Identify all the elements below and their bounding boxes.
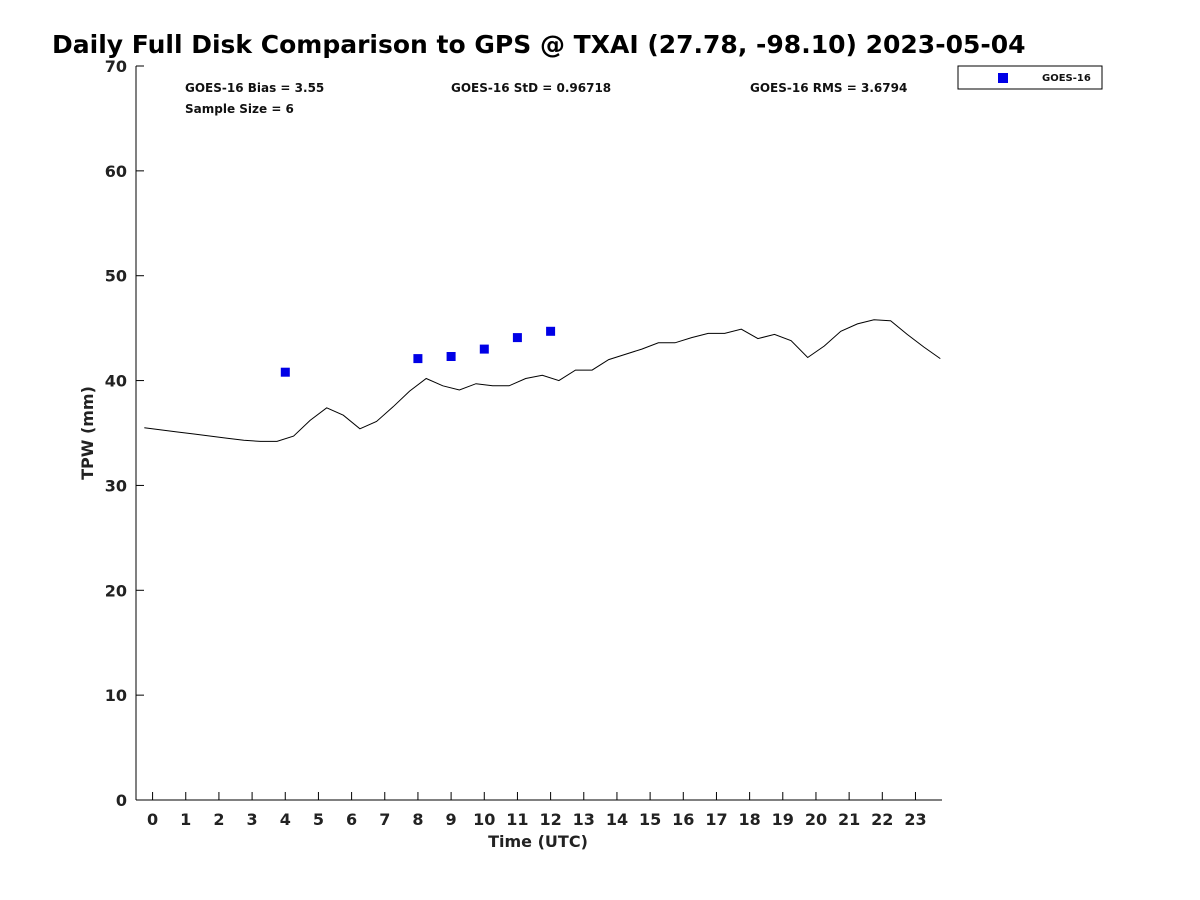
sample-size-stat: Sample Size = 6 bbox=[185, 102, 294, 116]
x-tick-label: 0 bbox=[147, 810, 158, 829]
y-tick-label: 40 bbox=[105, 372, 127, 391]
gps-tpw-line bbox=[144, 319, 941, 442]
x-tick-label: 4 bbox=[280, 810, 291, 829]
x-tick-label: 8 bbox=[412, 810, 423, 829]
y-tick-label: 20 bbox=[105, 581, 127, 600]
legend-label-goes16: GOES-16 bbox=[1042, 73, 1091, 84]
rms-stat: GOES-16 RMS = 3.6794 bbox=[750, 81, 907, 95]
x-tick-label: 1 bbox=[180, 810, 191, 829]
x-tick-label: 18 bbox=[738, 810, 760, 829]
y-axis-label: TPW (mm) bbox=[78, 386, 97, 480]
x-tick-label: 12 bbox=[539, 810, 561, 829]
x-tick-label: 15 bbox=[639, 810, 661, 829]
x-tick-label: 5 bbox=[313, 810, 324, 829]
y-tick-label: 60 bbox=[105, 162, 127, 181]
x-tick-label: 16 bbox=[672, 810, 694, 829]
x-tick-label: 13 bbox=[573, 810, 595, 829]
x-tick-label: 23 bbox=[904, 810, 926, 829]
goes16-point bbox=[479, 344, 489, 354]
y-tick-label: 30 bbox=[105, 476, 127, 495]
y-tick-label: 70 bbox=[105, 57, 127, 76]
plot-area bbox=[144, 319, 941, 442]
x-tick-label: 9 bbox=[446, 810, 457, 829]
legend: GOES-16 bbox=[957, 65, 1103, 90]
x-tick-label: 19 bbox=[772, 810, 794, 829]
x-tick-label: 2 bbox=[213, 810, 224, 829]
chart-title: Daily Full Disk Comparison to GPS @ TXAI… bbox=[52, 30, 1026, 59]
goes16-point bbox=[512, 333, 522, 343]
x-tick-label: 7 bbox=[379, 810, 390, 829]
goes16-point bbox=[446, 352, 456, 361]
x-tick-label: 6 bbox=[346, 810, 357, 829]
x-tick-label: 21 bbox=[838, 810, 860, 829]
legend-marker-goes16 bbox=[998, 73, 1008, 83]
x-tick-label: 10 bbox=[473, 810, 495, 829]
y-tick-label: 0 bbox=[116, 791, 127, 810]
y-tick-label: 50 bbox=[105, 267, 127, 286]
y-tick-label: 10 bbox=[105, 686, 127, 705]
goes16-point bbox=[546, 326, 556, 336]
legend-box bbox=[957, 65, 1103, 90]
bias-stat: GOES-16 Bias = 3.55 bbox=[185, 81, 324, 95]
x-tick-label: 14 bbox=[606, 810, 628, 829]
x-axis-label: Time (UTC) bbox=[488, 832, 588, 851]
std-stat: GOES-16 StD = 0.96718 bbox=[451, 81, 611, 95]
goes16-point bbox=[280, 367, 290, 377]
goes16-point bbox=[413, 354, 423, 364]
x-tick-label: 20 bbox=[805, 810, 827, 829]
x-tick-label: 3 bbox=[247, 810, 258, 829]
x-tick-label: 22 bbox=[871, 810, 893, 829]
x-tick-label: 17 bbox=[705, 810, 727, 829]
x-tick-label: 11 bbox=[506, 810, 528, 829]
